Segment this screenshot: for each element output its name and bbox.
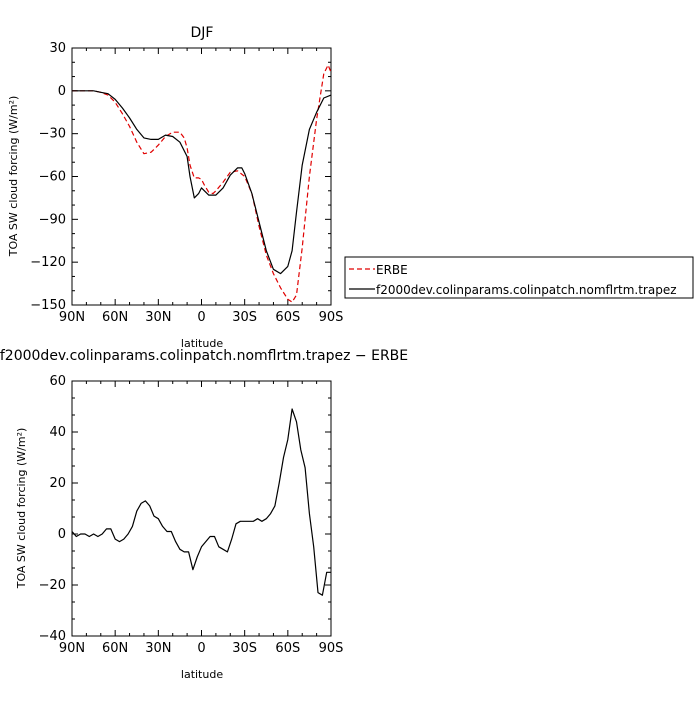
bottom-x-tick-label: 90S <box>319 641 344 656</box>
top-y-axis: 30 0 −30 −60 −90 −120 −150 <box>30 41 331 313</box>
bottom-x-axis-label: latitude <box>181 668 223 681</box>
top-x-tick-label: 0 <box>197 310 205 325</box>
bottom-y-tick-label: 20 <box>49 476 66 491</box>
top-series-line-0 <box>72 64 332 303</box>
bottom-x-tick-label: 60S <box>275 641 300 656</box>
bottom-y-tick-label: −40 <box>39 629 66 644</box>
top-y-tick-label: −150 <box>30 298 66 313</box>
top-x-tick-label: 60N <box>102 310 128 325</box>
top-y-tick-label: −60 <box>39 170 66 185</box>
bottom-y-axis-label: TOA SW cloud forcing (W/m²) <box>15 428 28 590</box>
bottom-y-tick-label: −20 <box>39 578 66 593</box>
bottom-y-tick-label: 40 <box>49 425 66 440</box>
bottom-x-tick-label: 90N <box>59 641 85 656</box>
bottom-x-tick-label: 0 <box>197 641 205 656</box>
top-y-tick-label: −30 <box>39 127 66 142</box>
top-x-tick-label: 90S <box>319 310 344 325</box>
top-series-line-1 <box>72 90 332 275</box>
bottom-panel: f2000dev.colinparams.colinpatch.nomflrtm… <box>0 348 408 681</box>
bottom-chart-title: f2000dev.colinparams.colinpatch.nomflrtm… <box>0 348 408 364</box>
bottom-series-line-0 <box>71 408 331 596</box>
bottom-x-axis: 90N 60N 30N 0 30S 60S 90S <box>59 381 344 656</box>
top-x-tick-label: 60S <box>275 310 300 325</box>
bottom-y-tick-label: 0 <box>58 527 66 542</box>
top-y-axis-label: TOA SW cloud forcing (W/m²) <box>7 96 20 258</box>
top-y-tick-label: 30 <box>49 41 66 56</box>
bottom-y-tick-label: 60 <box>49 374 66 389</box>
legend-box <box>344 256 694 299</box>
top-plot-frame <box>71 47 332 306</box>
bottom-x-tick-label: 30N <box>145 641 171 656</box>
top-x-tick-label: 30N <box>145 310 171 325</box>
top-series-group <box>72 64 332 303</box>
top-x-tick-label: 90N <box>59 310 85 325</box>
top-y-tick-label: −120 <box>30 255 66 270</box>
top-x-axis-label: latitude <box>181 337 223 350</box>
bottom-y-axis: 60 40 20 0 −20 −40 <box>39 374 331 644</box>
legend: ERBE f2000dev.colinparams.colinpatch.nom… <box>344 256 694 299</box>
top-chart-title: DJF <box>191 25 214 41</box>
bottom-plot-frame <box>71 380 332 637</box>
top-y-tick-label: 0 <box>58 84 66 99</box>
top-x-axis: 90N 60N 30N 0 30S 60S 90S <box>59 48 344 325</box>
bottom-x-tick-label: 30S <box>232 641 257 656</box>
legend-label-model: f2000dev.colinparams.colinpatch.nomflrtm… <box>376 283 677 297</box>
bottom-series-group <box>71 408 331 596</box>
top-x-tick-label: 30S <box>232 310 257 325</box>
top-y-tick-label: −90 <box>39 212 66 227</box>
legend-label-erbe: ERBE <box>376 263 408 277</box>
bottom-x-tick-label: 60N <box>102 641 128 656</box>
top-panel: DJF 30 0 −30 −60 −90 −120 −150 90N 60N 30N 0 30S 60… <box>7 25 343 350</box>
